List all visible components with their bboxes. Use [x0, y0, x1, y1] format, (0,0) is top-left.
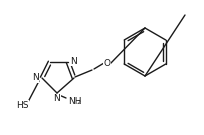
Text: 2: 2	[76, 100, 81, 105]
Text: N: N	[32, 73, 39, 82]
Text: HS: HS	[16, 100, 28, 109]
Text: N: N	[70, 57, 77, 65]
Text: N: N	[54, 94, 60, 103]
Text: NH: NH	[68, 97, 82, 105]
Text: O: O	[103, 58, 111, 68]
